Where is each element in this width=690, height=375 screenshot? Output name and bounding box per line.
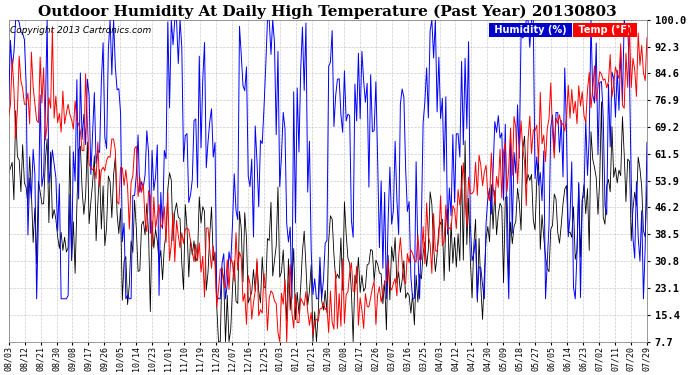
- Text: Temp (°F): Temp (°F): [575, 24, 635, 34]
- Title: Outdoor Humidity At Daily High Temperature (Past Year) 20130803: Outdoor Humidity At Daily High Temperatu…: [39, 4, 617, 18]
- Text: Humidity (%): Humidity (%): [491, 24, 569, 34]
- Text: Copyright 2013 Cartronics.com: Copyright 2013 Cartronics.com: [10, 26, 151, 35]
